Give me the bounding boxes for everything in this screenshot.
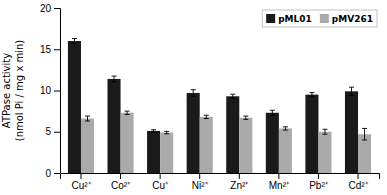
bar	[160, 133, 173, 173]
error-bar	[230, 94, 235, 98]
error-bar	[349, 87, 354, 95]
tick-mark	[278, 173, 279, 179]
tick: Zn²⁺	[230, 173, 249, 191]
error-bar	[125, 111, 130, 114]
plot: Cu²⁺ Co²⁺ Cu⁺ Ni²⁺ Zn²⁺ Mn²⁺ Pb²⁺ Cd²⁺ 0 5 10 15 20 A…	[1, 3, 380, 191]
error-bar	[164, 131, 169, 133]
tick: Cu⁺	[152, 173, 169, 191]
bar	[345, 91, 358, 173]
tick-label: 5	[45, 126, 51, 137]
legend-label: pML01	[278, 14, 312, 24]
tick: 0	[45, 168, 60, 179]
error-bar	[204, 115, 209, 118]
y-axis: 0 5 10 15 20	[40, 3, 61, 179]
chart: Cu²⁺ Co²⁺ Cu⁺ Ni²⁺ Zn²⁺ Mn²⁺ Pb²⁺ Cd²⁺ 0 5 10 15 20 A…	[0, 0, 387, 195]
y-axis-title-line: ATPase activity	[1, 53, 12, 128]
error-bar	[270, 110, 275, 115]
tick-mark	[54, 91, 60, 92]
legend-swatch	[266, 14, 275, 23]
bar	[147, 131, 160, 173]
tick-label: Cu²⁺	[71, 180, 91, 191]
y-axis-title: ATPase activity(nmol Pi / mg x min)	[1, 40, 25, 142]
bars	[68, 39, 371, 173]
error-bar	[151, 130, 156, 132]
bar	[200, 117, 213, 173]
bar	[266, 113, 279, 173]
tick: Pb²⁺	[309, 173, 329, 191]
tick-label: Mn²⁺	[269, 180, 290, 191]
bar	[318, 132, 331, 173]
bar	[81, 119, 94, 173]
bar	[239, 118, 252, 173]
tick-mark	[120, 173, 121, 179]
tick: Cu²⁺	[71, 173, 91, 191]
error-bar	[283, 127, 288, 130]
legend-label: pMV261	[332, 14, 373, 24]
bar	[68, 41, 81, 173]
error-bar	[309, 93, 314, 97]
bar	[305, 95, 318, 173]
tick-mark	[54, 173, 60, 174]
bar	[226, 96, 239, 173]
error-bar	[243, 116, 248, 119]
legend: pML01 pMV261	[262, 10, 377, 27]
series	[81, 111, 371, 173]
tick-label: 0	[45, 168, 51, 179]
tick: 20	[40, 3, 60, 14]
bar	[107, 79, 120, 173]
error-bar	[322, 129, 327, 134]
tick-mark	[199, 173, 200, 179]
tick: Co²⁺	[111, 173, 131, 191]
tick-mark	[54, 8, 60, 9]
tick: 15	[40, 44, 60, 55]
legend-swatch	[320, 14, 329, 23]
legend-frame	[262, 10, 377, 27]
tick: Ni²⁺	[192, 173, 209, 191]
tick-mark	[358, 173, 359, 179]
tick-label: 15	[40, 44, 52, 55]
tick-label: 20	[40, 3, 52, 14]
tick: Mn²⁺	[269, 173, 290, 191]
series	[68, 39, 358, 173]
tick-label: Pb²⁺	[309, 180, 329, 191]
tick-mark	[80, 173, 81, 179]
tick-label: 10	[40, 85, 52, 96]
tick-label: Co²⁺	[111, 180, 131, 191]
error-bar	[362, 128, 367, 140]
error-bar	[72, 39, 77, 44]
axis-line	[61, 174, 380, 180]
tick: 5	[45, 126, 60, 137]
bar	[279, 128, 292, 173]
tick-mark	[54, 132, 60, 133]
bar	[187, 93, 200, 173]
tick-mark	[160, 173, 161, 179]
tick-label: Zn²⁺	[230, 180, 249, 191]
bar	[121, 113, 134, 173]
tick-label: Cd²⁺	[348, 180, 368, 191]
tick: Cd²⁺	[348, 173, 368, 191]
tick-mark	[239, 173, 240, 179]
tick-mark	[318, 173, 319, 179]
tick-label: Cu⁺	[152, 180, 169, 191]
error-bar	[85, 116, 90, 121]
y-axis-title-line: (nmol Pi / mg x min)	[14, 40, 25, 142]
tick: 10	[40, 85, 60, 96]
tick-label: Ni²⁺	[192, 180, 209, 191]
error-bar	[112, 76, 117, 82]
axis-line	[54, 9, 61, 174]
tick-mark	[54, 49, 60, 50]
error-bar	[191, 90, 196, 97]
x-axis: Cu²⁺ Co²⁺ Cu⁺ Ni²⁺ Zn²⁺ Mn²⁺ Pb²⁺ Cd²⁺	[61, 173, 380, 191]
